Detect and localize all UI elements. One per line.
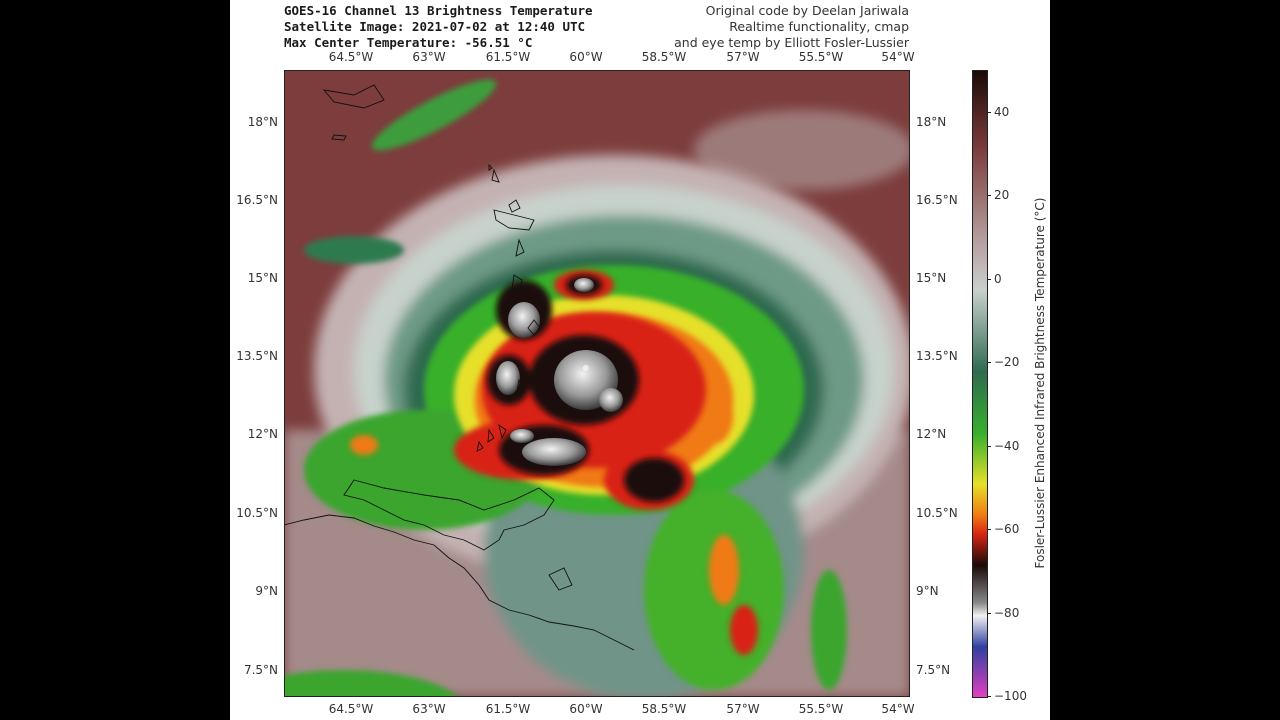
lat-tick-left: 18°N	[247, 115, 278, 129]
colorbar-tick-mark	[987, 195, 991, 197]
lon-tick-bottom: 60°W	[569, 702, 603, 716]
satellite-image-time: Satellite Image: 2021-07-02 at 12:40 UTC	[284, 19, 586, 34]
colorbar-tick-label: −80	[994, 605, 1020, 620]
colorbar-tick-label: 20	[994, 188, 1010, 203]
satellite-figure: GOES-16 Channel 13 Brightness Temperatur…	[230, 0, 1050, 720]
colorbar	[972, 70, 988, 698]
lon-tick-top: 58.5°W	[641, 50, 687, 64]
lat-tick-right: 16.5°N	[916, 193, 958, 207]
lat-tick-left: 13.5°N	[236, 349, 278, 363]
lon-tick-bottom: 64.5°W	[328, 702, 374, 716]
satellite-imagery	[284, 70, 910, 697]
lat-tick-left: 12°N	[247, 427, 278, 441]
storm-center-marker	[582, 364, 589, 371]
lon-tick-bottom: 58.5°W	[641, 702, 687, 716]
colorbar-tick-label: −40	[994, 438, 1020, 453]
credit-line-3: and eye temp by Elliott Fosler-Lussier	[674, 35, 909, 50]
colorbar-tick-mark	[987, 362, 991, 364]
coastlines	[284, 84, 635, 651]
colorbar-tick-label: −100	[994, 689, 1027, 703]
lat-tick-left: 16.5°N	[236, 193, 278, 207]
lat-tick-right: 7.5°N	[916, 663, 951, 677]
colorbar-tick-label: −60	[994, 522, 1020, 537]
figure-title: GOES-16 Channel 13 Brightness Temperatur…	[284, 3, 593, 18]
colorbar-tick-mark	[987, 529, 991, 531]
lon-tick-top: 54°W	[881, 50, 915, 64]
overshooting-tops	[496, 278, 623, 466]
credit-line-1: Original code by Deelan Jariwala	[705, 3, 909, 18]
lon-tick-bottom: 54°W	[881, 702, 915, 716]
colorbar-tick-mark	[987, 612, 991, 614]
colorbar-tick-mark	[987, 445, 991, 447]
lat-tick-right: 18°N	[916, 115, 947, 129]
lon-tick-top: 64.5°W	[328, 50, 374, 64]
lat-tick-right: 10.5°N	[916, 506, 958, 520]
colorbar-tick-label: 40	[994, 104, 1010, 119]
lon-tick-bottom: 57°W	[726, 702, 760, 716]
colorbar-tick-label: −20	[994, 355, 1020, 370]
lat-tick-left: 9°N	[255, 584, 278, 598]
lon-tick-top: 57°W	[726, 50, 760, 64]
lon-tick-top: 63°W	[412, 50, 446, 64]
lon-tick-bottom: 61.5°W	[485, 702, 531, 716]
lon-tick-top: 61.5°W	[485, 50, 531, 64]
lon-tick-top: 60°W	[569, 50, 603, 64]
lon-tick-top: 55.5°W	[798, 50, 844, 64]
colorbar-tick-mark	[987, 111, 991, 113]
lat-tick-left: 7.5°N	[243, 663, 278, 677]
lat-tick-right: 12°N	[916, 427, 947, 441]
colorbar-tick-label: 0	[994, 271, 1002, 286]
colorbar-label: Fosler-Lussier Enhanced Infrared Brightn…	[1033, 197, 1047, 569]
lat-tick-right: 9°N	[916, 584, 939, 598]
lat-tick-right: 13.5°N	[916, 349, 958, 363]
lat-tick-left: 15°N	[247, 271, 278, 285]
satellite-map	[284, 70, 910, 697]
max-center-temperature: Max Center Temperature: -56.51 °C	[284, 35, 533, 50]
lat-tick-left: 10.5°N	[236, 506, 278, 520]
colorbar-tick-mark	[987, 278, 991, 280]
lon-tick-bottom: 63°W	[412, 702, 446, 716]
lat-tick-right: 15°N	[916, 271, 947, 285]
colorbar-tick-mark	[987, 696, 991, 697]
credit-line-2: Realtime functionality, cmap	[729, 19, 909, 34]
lon-tick-bottom: 55.5°W	[798, 702, 844, 716]
